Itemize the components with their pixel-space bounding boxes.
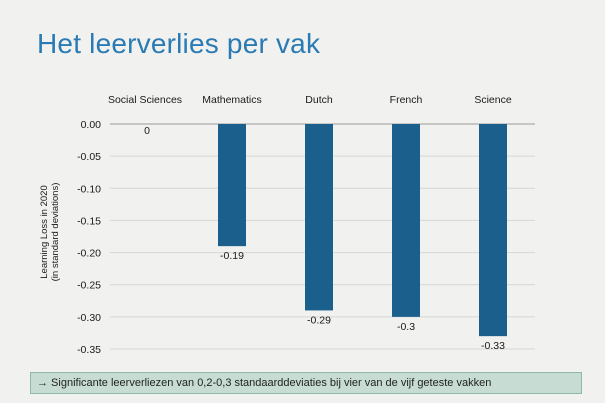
y-tick-label: -0.10: [77, 183, 101, 195]
y-tick-label: -0.05: [77, 151, 101, 163]
category-label: Mathematics: [202, 94, 262, 106]
y-tick-label: -0.15: [77, 215, 101, 227]
y-tick-label: 0.00: [81, 119, 102, 131]
bar-value-label: -0.19: [220, 250, 244, 262]
bar: [218, 124, 246, 247]
bar: [479, 124, 507, 337]
y-axis-title: Learning Loss in 2020: [39, 185, 50, 279]
bar: [305, 124, 333, 311]
bar-value-label: -0.29: [307, 314, 331, 326]
category-label: Dutch: [305, 94, 333, 106]
category-label: French: [390, 94, 423, 106]
y-tick-label: -0.20: [77, 248, 101, 260]
bar-value-label: 0: [144, 125, 150, 137]
bar: [392, 124, 420, 317]
learning-loss-bar-chart: 0.00-0.05-0.10-0.15-0.20-0.25-0.30-0.35L…: [39, 94, 535, 356]
y-tick-label: -0.30: [77, 312, 101, 324]
y-axis-title: (in standard deviations): [50, 183, 61, 282]
category-label: Social Sciences: [108, 94, 182, 106]
y-tick-label: -0.35: [77, 344, 101, 356]
y-tick-label: -0.25: [77, 280, 101, 292]
slide-title: Het leerverlies per vak: [37, 28, 321, 59]
bar-value-label: -0.33: [481, 340, 505, 352]
category-label: Science: [474, 94, 512, 106]
bar-value-label: -0.3: [397, 321, 415, 333]
conclusion-callout: → Significante leerverliezen van 0,2-0,3…: [30, 372, 582, 394]
